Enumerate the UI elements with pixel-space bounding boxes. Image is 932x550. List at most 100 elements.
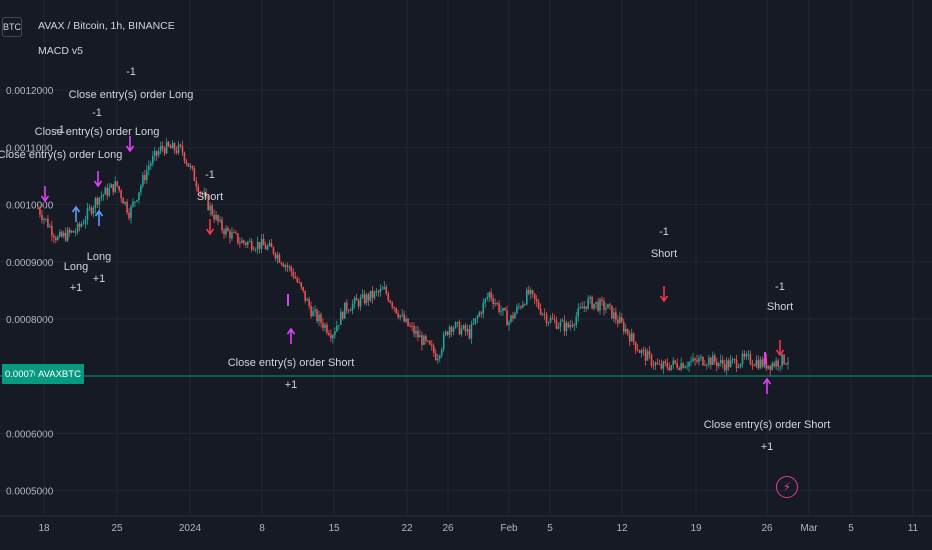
candle-body bbox=[704, 365, 706, 366]
candle-body bbox=[207, 195, 209, 211]
candle-body bbox=[468, 329, 471, 339]
candle-body bbox=[652, 365, 655, 367]
candle-body bbox=[300, 282, 302, 288]
candle-body bbox=[243, 240, 245, 243]
candle-body bbox=[349, 310, 352, 312]
candle-body bbox=[761, 359, 764, 367]
candle-body bbox=[431, 344, 433, 347]
candle-body bbox=[68, 229, 71, 233]
arrow-down-icon bbox=[40, 195, 50, 203]
candle-body bbox=[425, 335, 427, 341]
symbol-button[interactable]: BTC bbox=[2, 17, 22, 37]
x-tick-label: 26 bbox=[442, 523, 454, 534]
candle-body bbox=[45, 218, 47, 220]
candle-body bbox=[626, 328, 629, 334]
candle-body bbox=[306, 299, 308, 301]
close-marker bbox=[764, 352, 766, 364]
candle-body bbox=[593, 303, 595, 309]
candle-body bbox=[502, 307, 504, 311]
candle-body bbox=[500, 310, 502, 312]
candle-body bbox=[417, 330, 419, 338]
candle-body bbox=[82, 223, 85, 225]
candle-body bbox=[547, 322, 550, 324]
candle-body bbox=[136, 200, 138, 202]
y-tick-label: 0.0009000 bbox=[6, 258, 54, 269]
candle-body bbox=[423, 335, 425, 346]
candle-body bbox=[312, 311, 314, 317]
candle-body bbox=[658, 363, 661, 365]
candle-body bbox=[345, 302, 348, 311]
candle-body bbox=[482, 302, 485, 314]
candle-body bbox=[490, 292, 492, 299]
study-legend[interactable]: MACD v5 bbox=[38, 45, 83, 57]
arrow-down-icon bbox=[93, 180, 103, 188]
tradingview-logo-icon[interactable]: ⚡ bbox=[776, 476, 798, 498]
trade-annotation-close-long: Close entry(s) order Long -1 bbox=[69, 66, 193, 153]
candle-body bbox=[88, 207, 91, 209]
candle-body bbox=[531, 290, 534, 294]
y-tick-label: 0.0005000 bbox=[6, 487, 54, 498]
candle-body bbox=[363, 294, 366, 304]
candle-body bbox=[690, 360, 692, 363]
candle-body bbox=[619, 317, 621, 324]
candle-body bbox=[353, 297, 356, 304]
candle-body bbox=[486, 297, 489, 299]
annotation-qty: -1 bbox=[55, 124, 65, 136]
annotation-qty: +1 bbox=[93, 273, 106, 285]
candle-body bbox=[86, 207, 89, 220]
candle-body bbox=[138, 192, 140, 201]
candle-body bbox=[678, 368, 680, 370]
trade-annotation-long: Long +1 bbox=[64, 205, 88, 294]
candle-body bbox=[413, 326, 415, 334]
candle-body bbox=[403, 314, 405, 322]
candle-body bbox=[642, 349, 645, 351]
candle-body bbox=[783, 354, 785, 364]
symbol-price-tag: AVAXBTC bbox=[35, 364, 84, 384]
trade-annotation-long: Long +1 bbox=[87, 209, 111, 285]
candle-body bbox=[599, 299, 601, 311]
candle-body bbox=[401, 314, 403, 316]
candle-body bbox=[399, 315, 401, 318]
candle-body bbox=[106, 187, 109, 196]
candle-body bbox=[775, 360, 777, 367]
candle-body bbox=[308, 299, 310, 307]
candle-body bbox=[235, 232, 237, 234]
candle-body bbox=[411, 326, 413, 327]
candle-body bbox=[383, 286, 386, 290]
candle-body bbox=[480, 312, 483, 314]
candle-body bbox=[432, 346, 435, 354]
candle-body bbox=[215, 215, 217, 220]
candle-body bbox=[292, 271, 295, 277]
candle-body bbox=[282, 264, 285, 267]
candle-body bbox=[415, 330, 417, 334]
candle-body bbox=[466, 329, 469, 332]
annotation-qty: -1 bbox=[92, 107, 102, 119]
candle-body bbox=[587, 298, 589, 309]
candle-body bbox=[464, 325, 467, 332]
candle-body bbox=[526, 289, 528, 305]
candle-body bbox=[749, 354, 752, 364]
candle-body bbox=[751, 363, 754, 366]
annotation-label: Short bbox=[767, 301, 793, 313]
candle-body bbox=[421, 335, 423, 346]
candle-body bbox=[585, 306, 587, 309]
candle-body bbox=[264, 245, 267, 250]
candle-body bbox=[654, 362, 657, 366]
candle-body bbox=[393, 306, 396, 308]
candle-body bbox=[723, 364, 726, 371]
candle-body bbox=[434, 353, 437, 361]
candle-body bbox=[753, 365, 756, 367]
candle-body bbox=[597, 301, 599, 311]
candle-body bbox=[429, 341, 431, 345]
candle-body bbox=[498, 303, 500, 312]
candle-body bbox=[595, 301, 597, 304]
candle-body bbox=[280, 262, 283, 265]
candle-body bbox=[254, 249, 257, 250]
candle-body bbox=[555, 320, 558, 329]
candle-body bbox=[648, 351, 651, 355]
candle-body bbox=[787, 362, 789, 365]
candle-body bbox=[622, 321, 625, 332]
candle-body bbox=[735, 359, 738, 368]
candle-body bbox=[510, 315, 512, 322]
